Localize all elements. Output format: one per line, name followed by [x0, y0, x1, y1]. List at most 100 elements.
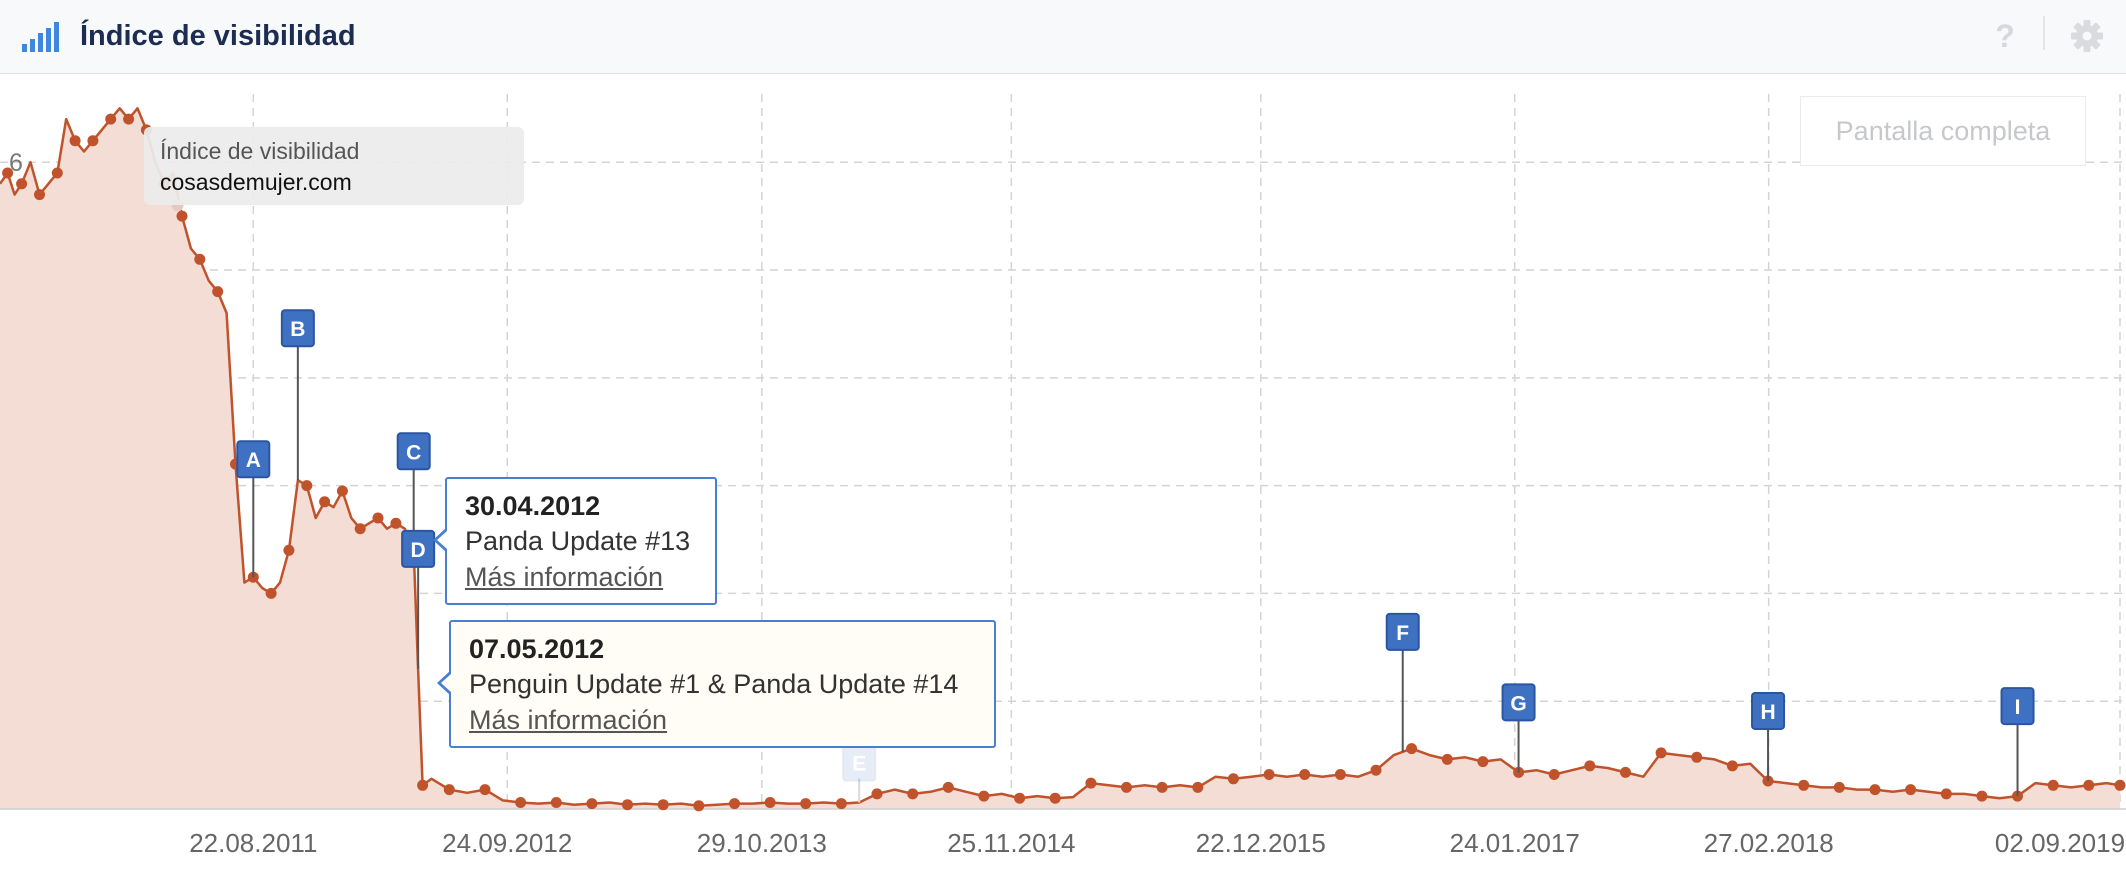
data-point: [907, 788, 919, 800]
data-point: [1299, 769, 1311, 780]
data-point: [978, 790, 990, 802]
event-marker-label: D: [411, 539, 426, 562]
event-tooltip-description: Panda Update #13: [465, 526, 691, 556]
event-marker-f: F: [1385, 612, 1420, 651]
x-tick-label: 25.11.2014: [947, 828, 1075, 858]
x-tick-label: 22.08.2011: [189, 828, 317, 858]
data-point: [693, 800, 705, 812]
data-point: [212, 286, 224, 298]
data-point: [354, 523, 366, 535]
data-point: [729, 798, 740, 810]
data-point: [1798, 779, 1810, 791]
data-point: [2, 167, 14, 179]
data-point: [265, 587, 277, 599]
data-point: [283, 544, 295, 556]
event-tooltip-date: 30.04.2012: [465, 491, 601, 521]
gear-icon[interactable]: [2070, 19, 2104, 53]
event-marker-label: E: [852, 753, 866, 776]
data-point: [657, 799, 669, 811]
data-point: [176, 210, 188, 222]
data-point: [764, 797, 776, 808]
x-tick-label: 02.09.2019: [1995, 828, 2125, 858]
data-point: [417, 779, 429, 791]
data-point: [390, 517, 402, 529]
event-marker-label: B: [290, 318, 305, 341]
event-marker-b: B: [280, 309, 315, 348]
data-point: [301, 480, 313, 492]
event-marker-label: F: [1396, 622, 1409, 645]
data-point: [194, 253, 206, 265]
data-point: [2012, 790, 2023, 802]
data-point: [1156, 781, 1168, 793]
help-icon[interactable]: ?: [1995, 18, 2015, 54]
data-point: [942, 781, 954, 793]
event-marker-e: E: [842, 743, 877, 782]
data-point: [515, 797, 527, 808]
data-point: [2047, 779, 2059, 791]
series-area: [0, 108, 2120, 810]
hover-tooltip: Índice de visibilidad cosasdemujer.com: [144, 127, 524, 205]
data-point: [443, 784, 455, 796]
event-tooltip-description: Penguin Update #1 & Panda Update #14: [469, 669, 959, 699]
event-tooltip-c-arrow-inner: [437, 531, 447, 549]
data-point: [1192, 781, 1204, 793]
data-point: [1869, 784, 1881, 796]
data-point: [1227, 773, 1239, 785]
event-tooltip-c: 30.04.2012 Panda Update #13 Más informac…: [445, 477, 717, 605]
event-marker-flag: [1501, 683, 1536, 722]
fullscreen-button[interactable]: Pantalla completa: [1800, 96, 2086, 166]
more-info-link[interactable]: Más información: [469, 705, 668, 735]
data-point: [1014, 792, 1026, 804]
data-point: [34, 189, 45, 201]
data-point: [1049, 792, 1061, 804]
data-point: [1691, 751, 1703, 763]
event-marker-d: D: [401, 529, 436, 568]
data-point: [1477, 756, 1489, 768]
data-point: [105, 113, 117, 125]
data-point: [1085, 777, 1097, 789]
data-point: [871, 788, 883, 800]
data-point: [550, 797, 562, 808]
data-point: [800, 798, 812, 810]
data-point: [622, 799, 633, 811]
x-tick-label: 22.12.2015: [1196, 828, 1326, 858]
more-info-link[interactable]: Más información: [465, 562, 664, 592]
data-point: [1584, 760, 1596, 772]
widget-header: Índice de visibilidad ?: [0, 0, 2126, 74]
event-marker-g: G: [1501, 683, 1536, 722]
data-point: [1905, 784, 1917, 796]
y-tick-label: 6: [9, 149, 23, 177]
data-point: [16, 178, 28, 190]
data-point: [479, 784, 491, 796]
x-tick-label: 24.01.2017: [1450, 828, 1580, 858]
data-point: [87, 135, 99, 147]
data-point: [2114, 779, 2126, 791]
event-marker-flag: [2000, 687, 2035, 726]
data-point: [1940, 788, 1952, 800]
data-point: [1513, 766, 1525, 778]
x-tick-label: 27.02.2018: [1704, 828, 1834, 858]
event-marker-i: I: [2000, 687, 2035, 726]
event-marker-c: C: [396, 432, 431, 471]
event-marker-flag: [236, 440, 271, 479]
data-point: [586, 798, 598, 810]
event-marker-label: G: [1510, 692, 1526, 715]
event-tooltip-date: 07.05.2012: [469, 634, 605, 664]
data-point: [69, 135, 81, 147]
x-tick-label: 24.09.2012: [442, 828, 572, 858]
data-point: [1263, 769, 1275, 780]
data-point: [51, 167, 63, 179]
data-point: [1620, 766, 1631, 778]
event-marker-h: H: [1751, 691, 1786, 730]
event-marker-a: A: [236, 440, 271, 479]
data-point: [372, 512, 384, 524]
header-divider: [2043, 16, 2045, 50]
event-marker-flag: [1751, 691, 1786, 730]
data-point: [1370, 764, 1382, 776]
data-point: [835, 798, 847, 810]
data-point: [1655, 747, 1667, 759]
event-marker-flag: [1385, 612, 1420, 651]
event-tooltip-d: 07.05.2012 Penguin Update #1 & Panda Upd…: [449, 620, 996, 748]
